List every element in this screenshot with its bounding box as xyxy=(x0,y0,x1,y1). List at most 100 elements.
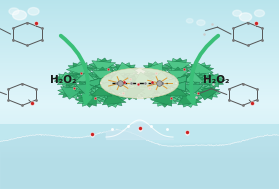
Bar xyxy=(0,184,279,185)
Bar xyxy=(0,10,279,11)
Polygon shape xyxy=(107,81,128,92)
Polygon shape xyxy=(90,68,109,80)
Polygon shape xyxy=(111,63,134,76)
Polygon shape xyxy=(134,84,158,96)
Polygon shape xyxy=(73,82,92,94)
Bar xyxy=(0,19,279,20)
Bar xyxy=(0,174,279,175)
Polygon shape xyxy=(116,64,138,77)
Polygon shape xyxy=(150,81,172,91)
Bar xyxy=(0,142,279,143)
Bar xyxy=(0,149,279,150)
Bar xyxy=(0,8,279,9)
Polygon shape xyxy=(111,82,130,94)
Bar xyxy=(0,45,279,46)
Polygon shape xyxy=(89,60,111,73)
Polygon shape xyxy=(166,89,187,99)
Polygon shape xyxy=(157,93,179,106)
Bar xyxy=(0,131,279,132)
Polygon shape xyxy=(152,95,177,107)
Bar xyxy=(0,9,279,10)
Polygon shape xyxy=(77,95,101,107)
Bar xyxy=(0,24,279,25)
Polygon shape xyxy=(160,78,175,88)
Polygon shape xyxy=(169,58,192,72)
Bar xyxy=(0,125,279,126)
Polygon shape xyxy=(121,88,144,100)
Bar xyxy=(0,100,279,101)
Bar xyxy=(0,17,279,18)
Polygon shape xyxy=(92,61,116,73)
Bar xyxy=(0,13,279,14)
Bar xyxy=(0,87,279,88)
Polygon shape xyxy=(196,88,220,100)
Bar xyxy=(0,82,279,83)
Polygon shape xyxy=(175,95,199,107)
Polygon shape xyxy=(124,73,148,84)
Polygon shape xyxy=(160,78,175,88)
Polygon shape xyxy=(151,71,172,82)
Bar xyxy=(0,118,279,119)
Polygon shape xyxy=(191,64,214,77)
Bar xyxy=(0,124,279,125)
Polygon shape xyxy=(63,84,85,98)
Bar xyxy=(0,114,279,115)
Bar xyxy=(0,3,279,4)
Circle shape xyxy=(233,10,242,16)
Bar xyxy=(0,107,279,108)
Polygon shape xyxy=(107,72,128,82)
Bar xyxy=(0,23,279,24)
Bar xyxy=(0,67,279,68)
Circle shape xyxy=(186,19,193,23)
Bar xyxy=(0,143,279,144)
Bar xyxy=(0,64,279,65)
Bar xyxy=(0,158,279,159)
Bar xyxy=(0,113,279,114)
Polygon shape xyxy=(95,81,110,91)
Bar xyxy=(0,1,279,2)
Polygon shape xyxy=(164,87,183,98)
Bar xyxy=(0,127,279,128)
Bar xyxy=(0,11,279,12)
Bar xyxy=(0,122,279,123)
Bar xyxy=(0,92,279,93)
Bar xyxy=(0,161,279,162)
Polygon shape xyxy=(170,87,189,98)
Polygon shape xyxy=(167,67,188,77)
Polygon shape xyxy=(134,74,157,87)
Polygon shape xyxy=(54,72,77,86)
Bar xyxy=(0,73,279,74)
Bar xyxy=(0,68,279,69)
Bar xyxy=(0,145,279,146)
Bar xyxy=(0,33,279,34)
Circle shape xyxy=(28,8,39,15)
Bar xyxy=(0,65,279,66)
Polygon shape xyxy=(73,63,94,76)
Bar xyxy=(0,157,279,158)
Bar xyxy=(0,83,279,84)
Polygon shape xyxy=(92,67,113,77)
Polygon shape xyxy=(155,82,173,94)
Bar xyxy=(0,63,279,64)
Bar xyxy=(0,175,279,176)
Polygon shape xyxy=(100,95,123,107)
Bar xyxy=(0,112,279,113)
Bar xyxy=(0,62,279,63)
Bar xyxy=(0,61,279,62)
Bar xyxy=(0,132,279,133)
Polygon shape xyxy=(164,60,187,73)
Circle shape xyxy=(239,13,252,21)
Bar xyxy=(0,164,279,165)
Bar xyxy=(0,129,279,130)
Bar xyxy=(0,152,279,153)
Polygon shape xyxy=(182,72,204,82)
Polygon shape xyxy=(142,63,163,76)
Bar xyxy=(0,179,279,180)
Polygon shape xyxy=(194,85,218,97)
Polygon shape xyxy=(85,78,100,88)
Bar xyxy=(0,126,279,127)
Polygon shape xyxy=(178,92,201,105)
Bar xyxy=(0,183,279,184)
Polygon shape xyxy=(77,92,102,104)
Circle shape xyxy=(254,10,264,17)
